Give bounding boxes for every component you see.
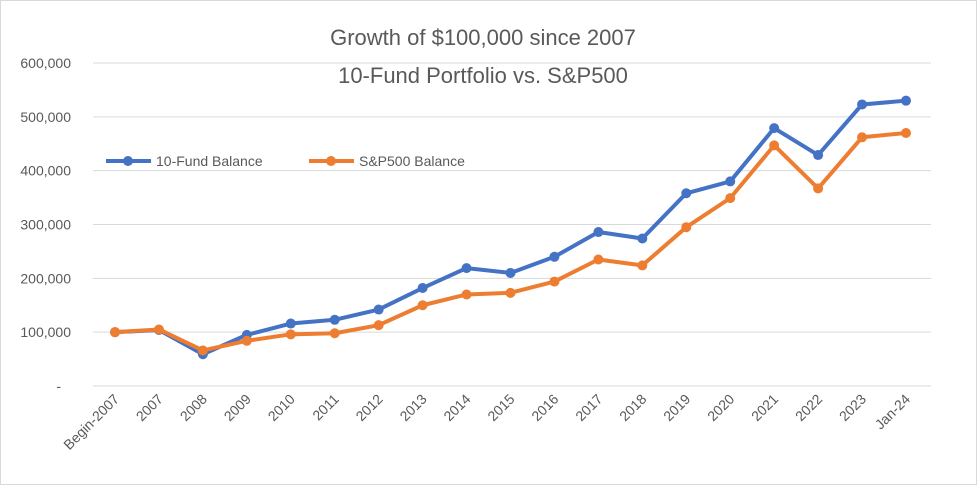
legend-item-10-fund: 10-Fund Balance <box>106 153 263 169</box>
chart-title-line-2: 10-Fund Portfolio vs. S&P500 <box>338 63 628 88</box>
data-point <box>813 150 824 161</box>
x-tick-label: 2011 <box>309 391 342 424</box>
x-tick-label: 2016 <box>528 391 561 424</box>
data-point <box>461 289 472 300</box>
data-point <box>681 188 692 199</box>
data-point <box>329 328 340 339</box>
data-point <box>901 127 911 138</box>
x-tick-label: 2014 <box>440 391 473 424</box>
data-point <box>769 123 780 134</box>
x-axis: Begin-2007 2007 2008 2009 2010 2011 2012 2013 20… <box>60 391 913 453</box>
data-point <box>813 183 824 194</box>
data-point <box>461 263 472 274</box>
x-tick-label: 2010 <box>265 391 298 424</box>
x-tick-label: 2009 <box>221 391 254 424</box>
data-point <box>153 324 164 335</box>
gridlines <box>93 62 931 387</box>
legend-label-10-fund: 10-Fund Balance <box>156 153 263 169</box>
x-tick-label: 2020 <box>704 391 737 424</box>
data-point <box>637 260 648 271</box>
data-point <box>285 318 296 329</box>
data-point <box>769 140 780 151</box>
data-point <box>857 132 868 143</box>
data-point <box>110 327 120 338</box>
x-tick-label: 2023 <box>836 391 869 424</box>
data-point <box>593 227 604 238</box>
chart-title-line-1: Growth of $100,000 since 2007 <box>330 25 636 50</box>
legend-marker-10-fund <box>123 156 133 166</box>
legend: 10-Fund Balance S&P500 Balance <box>106 153 465 169</box>
data-point <box>329 314 340 325</box>
y-tick-label: 300,000 <box>20 217 71 233</box>
data-point <box>197 345 208 356</box>
data-point <box>373 304 384 315</box>
data-point <box>241 335 252 346</box>
data-point <box>681 222 692 233</box>
x-tick-label: Begin-2007 <box>60 391 122 453</box>
y-tick-label: 100,000 <box>20 324 71 340</box>
series-line <box>113 98 908 357</box>
legend-label-sp500: S&P500 Balance <box>359 153 465 169</box>
x-tick-label: 2018 <box>616 391 649 424</box>
y-tick-label: 200,000 <box>20 270 71 286</box>
x-tick-label: 2019 <box>660 391 693 424</box>
y-tick-label: 600,000 <box>20 55 71 71</box>
series-10-fund <box>110 95 911 360</box>
data-point <box>505 287 516 298</box>
data-point <box>857 99 868 110</box>
data-point <box>505 267 516 278</box>
x-tick-label: 2008 <box>177 391 210 424</box>
data-point <box>373 320 384 331</box>
data-point <box>593 254 604 265</box>
y-tick-label: - <box>56 378 61 394</box>
data-point <box>549 276 560 287</box>
data-point <box>901 95 911 106</box>
x-tick-label: 2021 <box>748 391 781 424</box>
series-sp500 <box>110 127 911 356</box>
data-point <box>725 176 736 187</box>
y-axis: - 100,000 200,000 300,000 400,000 500,000 600,… <box>20 55 71 394</box>
legend-marker-sp500 <box>326 156 336 166</box>
data-point <box>417 300 428 311</box>
data-point <box>285 329 296 340</box>
x-tick-label: 2013 <box>396 391 429 424</box>
x-tick-label: 2015 <box>484 391 517 424</box>
y-tick-label: 500,000 <box>20 109 71 125</box>
legend-item-sp500: S&P500 Balance <box>309 153 465 169</box>
x-tick-label: 2022 <box>792 391 825 424</box>
y-tick-label: 400,000 <box>20 163 71 179</box>
data-point <box>725 193 736 204</box>
data-point <box>549 251 560 262</box>
x-tick-label: Jan-24 <box>872 391 914 433</box>
series-lines <box>110 95 911 360</box>
data-point <box>637 233 648 244</box>
x-tick-label: 2017 <box>572 391 605 424</box>
x-tick-label: 2007 <box>133 391 166 424</box>
chart-title: Growth of $100,000 since 2007 10-Fund Po… <box>330 25 636 88</box>
data-point <box>417 283 428 294</box>
x-tick-label: 2012 <box>352 391 385 424</box>
